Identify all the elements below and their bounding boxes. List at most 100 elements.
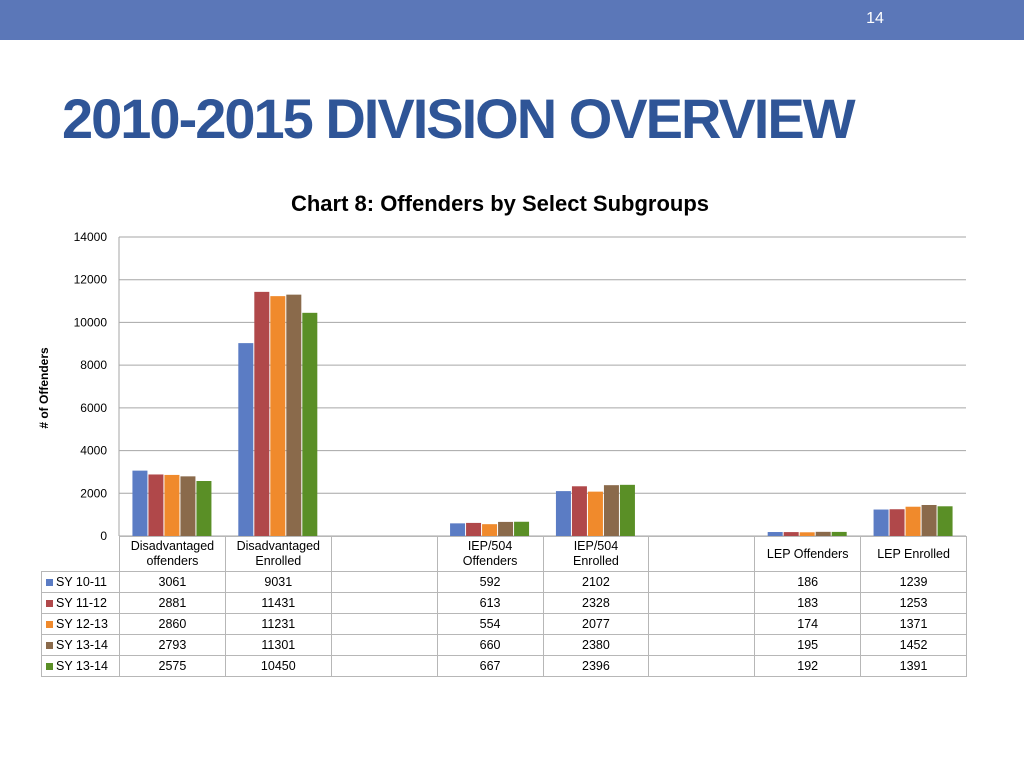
category-header xyxy=(330,536,438,572)
empty-cell xyxy=(330,571,438,593)
bar xyxy=(587,491,603,536)
data-label: 10450 xyxy=(224,655,332,677)
bar xyxy=(514,521,530,536)
data-label: 2077 xyxy=(542,613,650,635)
data-label: 1253 xyxy=(860,592,967,614)
bar xyxy=(921,504,937,536)
data-table: Disadvantaged offenders Disadvantaged Enrol… xyxy=(41,536,967,677)
category-header: Disadvantaged Enrolled xyxy=(224,536,332,572)
data-label: 2380 xyxy=(542,634,650,656)
data-label: 11231 xyxy=(224,613,332,635)
bar xyxy=(450,523,466,536)
empty-cell xyxy=(330,613,438,635)
data-label: 186 xyxy=(754,571,862,593)
category-label: IEP/504 xyxy=(467,539,513,553)
series-name: SY 11-12 xyxy=(56,596,107,610)
bar xyxy=(767,532,783,536)
y-tick-label: 4000 xyxy=(80,444,107,458)
y-tick-label: 14000 xyxy=(74,230,108,244)
bar xyxy=(270,296,286,536)
legend-entry: SY 11-12 xyxy=(41,592,120,614)
series-name: SY 12-13 xyxy=(56,617,108,631)
category-header: LEP Offenders xyxy=(754,536,862,572)
series-name: SY 10-11 xyxy=(56,575,107,589)
series-name: SY 13-14 xyxy=(56,638,108,652)
category-header: IEP/504 Offenders xyxy=(436,536,544,572)
slide-title: 2010-2015 DIVISION OVERVIEW xyxy=(62,87,856,150)
data-label: 660 xyxy=(436,634,544,656)
series-name: SY 13-14 xyxy=(56,659,108,673)
empty-cell xyxy=(648,592,756,614)
category-header: LEP Enrolled xyxy=(860,536,967,572)
empty-cell xyxy=(648,634,756,656)
table-row: SY 13-14 2793 11301 660 2380 195 1452 xyxy=(41,634,967,656)
empty-cell xyxy=(648,571,756,593)
category-header xyxy=(648,536,756,572)
category-label: Disadvantaged xyxy=(236,539,321,553)
category-label: Enrolled xyxy=(255,554,302,568)
data-label: 192 xyxy=(754,655,862,677)
empty-cell xyxy=(648,655,756,677)
legend-entry: SY 13-14 xyxy=(41,634,120,656)
data-label: 11431 xyxy=(224,592,332,614)
legend-swatch xyxy=(46,600,53,608)
data-label: 667 xyxy=(436,655,544,677)
bar xyxy=(238,343,254,536)
bar xyxy=(799,532,815,536)
data-label: 3061 xyxy=(119,571,226,593)
legend-swatch xyxy=(46,642,53,650)
legend-swatch xyxy=(46,663,53,671)
data-label: 11301 xyxy=(224,634,332,656)
bar xyxy=(498,521,514,536)
data-label: 1391 xyxy=(860,655,967,677)
data-label: 1239 xyxy=(860,571,967,593)
data-label: 174 xyxy=(754,613,862,635)
y-tick-label: 8000 xyxy=(80,358,107,372)
bar xyxy=(148,474,164,536)
bar xyxy=(466,522,482,536)
category-label: LEP Offenders xyxy=(766,546,849,561)
table-row: SY 10-11 3061 9031 592 2102 186 1239 xyxy=(41,571,967,593)
y-tick-label: 0 xyxy=(100,529,107,543)
category-label: Offenders xyxy=(462,554,518,568)
data-label: 592 xyxy=(436,571,544,593)
header-bar xyxy=(0,0,1024,40)
empty-cell xyxy=(330,634,438,656)
data-label: 195 xyxy=(754,634,862,656)
data-label: 2396 xyxy=(542,655,650,677)
category-label: Disadvantaged xyxy=(130,539,215,553)
y-tick-label: 10000 xyxy=(74,315,108,329)
category-label: IEP/504 xyxy=(573,539,619,553)
table-row: SY 11-12 2881 11431 613 2328 183 1253 xyxy=(41,592,967,614)
data-label: 9031 xyxy=(224,571,332,593)
data-label: 183 xyxy=(754,592,862,614)
category-header: IEP/504 Enrolled xyxy=(542,536,650,572)
category-label: LEP Enrolled xyxy=(877,546,950,561)
legend-entry: SY 12-13 xyxy=(41,613,120,635)
bar xyxy=(482,524,498,536)
bar xyxy=(783,532,799,536)
bar xyxy=(905,506,921,536)
data-label: 2881 xyxy=(119,592,226,614)
empty-cell xyxy=(648,613,756,635)
bar xyxy=(937,506,953,536)
data-label: 2328 xyxy=(542,592,650,614)
bar xyxy=(180,476,196,536)
table-corner xyxy=(41,536,120,572)
bar xyxy=(132,470,148,536)
legend-entry: SY 13-14 xyxy=(41,655,120,677)
bar xyxy=(286,294,302,536)
bar xyxy=(571,486,587,536)
legend-swatch xyxy=(46,579,53,587)
category-header: Disadvantaged offenders xyxy=(119,536,226,572)
bar xyxy=(873,509,889,536)
y-tick-label: 6000 xyxy=(80,401,107,415)
slide-number: 14 xyxy=(866,10,884,27)
legend-entry: SY 10-11 xyxy=(41,571,120,593)
y-tick-label: 2000 xyxy=(80,486,107,500)
bar xyxy=(302,312,318,536)
data-label: 2793 xyxy=(119,634,226,656)
category-label: offenders xyxy=(146,554,199,568)
y-tick-label: 12000 xyxy=(74,273,108,287)
table-row: SY 13-14 2575 10450 667 2396 192 1391 xyxy=(41,655,967,677)
